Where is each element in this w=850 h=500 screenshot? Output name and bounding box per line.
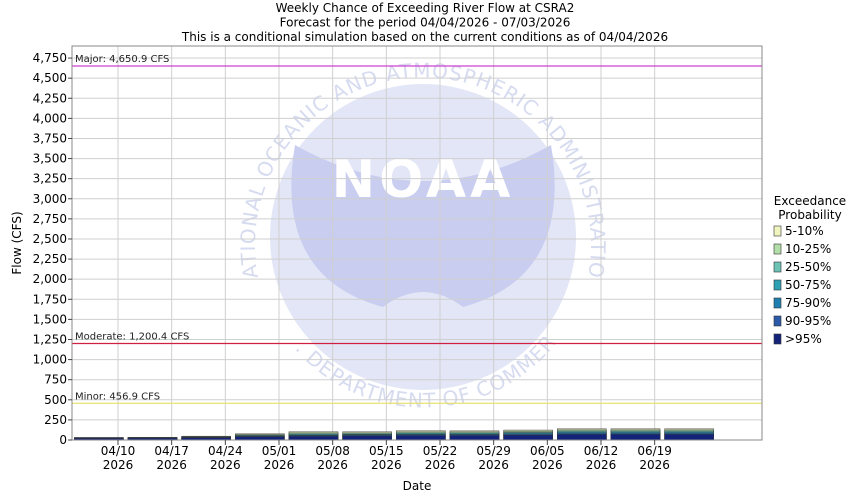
flood-stage-label: Major: 4,650.9 CFS: [75, 54, 169, 65]
x-tick-date: 05/01: [262, 444, 297, 458]
y-tick-label: 250: [44, 413, 67, 427]
x-tick-year: 2026: [264, 458, 295, 472]
y-tick-label: 750: [44, 373, 67, 387]
legend-label: 5-10%: [785, 224, 824, 238]
x-tick-year: 2026: [371, 458, 402, 472]
y-tick-label: 4,250: [33, 91, 67, 105]
y-tick-label: 4,500: [33, 71, 67, 85]
y-tick-label: 2,250: [33, 252, 67, 266]
bar-segment: [557, 434, 607, 441]
x-tick-date: 04/24: [208, 444, 243, 458]
x-tick-date: 04/17: [154, 444, 189, 458]
y-tick-label: 500: [44, 393, 67, 407]
x-axis-label: Date: [403, 479, 432, 493]
bar-segment: [449, 435, 500, 441]
y-tick-label: 1,250: [33, 332, 67, 346]
y-axis-label: Flow (CFS): [10, 211, 24, 274]
x-tick-year: 2026: [156, 458, 187, 472]
y-tick-label: 2,750: [33, 212, 67, 226]
bar-segment: [342, 435, 392, 441]
y-tick-label: 3,500: [33, 152, 67, 166]
x-tick-year: 2026: [317, 458, 348, 472]
x-tick-date: 04/10: [101, 444, 136, 458]
grid-lines: [72, 46, 762, 441]
legend-label: >95%: [785, 332, 822, 346]
bar-segment: [664, 434, 714, 441]
legend-label: 90-95%: [785, 314, 831, 328]
x-tick-date: 06/05: [530, 444, 565, 458]
legend-label: 75-90%: [785, 296, 831, 310]
legend-label: 50-75%: [785, 278, 831, 292]
watermark-logo-text: NOAA: [332, 150, 515, 210]
y-tick-label: 1,000: [33, 353, 67, 367]
watermark-bird: [291, 145, 555, 307]
chart-titles: Weekly Chance of Exceeding River Flow at…: [181, 1, 668, 44]
chart-title-line: Weekly Chance of Exceeding River Flow at…: [276, 1, 575, 15]
reference-lines: Major: 4,650.9 CFS Moderate: 1,200.4 CFS M…: [72, 54, 762, 404]
legend-swatch: [773, 261, 782, 273]
y-tick-label: 3,000: [33, 192, 67, 206]
legend-label: 25-50%: [785, 260, 831, 274]
x-tick-date: 05/29: [476, 444, 511, 458]
x-tick-date: 06/19: [637, 444, 672, 458]
x-tick-year: 2026: [478, 458, 509, 472]
x-tick-year: 2026: [210, 458, 241, 472]
legend-label: 10-25%: [785, 242, 831, 256]
y-tick-label: 1,500: [33, 312, 67, 326]
y-tick-label: 3,750: [33, 131, 67, 145]
bar-series: [74, 428, 714, 441]
chart-title-line: This is a conditional simulation based o…: [181, 30, 668, 44]
plot-area: NOAANATIONAL OCEANIC AND ATMOSPHERIC ADM…: [0, 0, 763, 441]
bar-segment: [503, 434, 553, 441]
x-tick-date: 05/15: [369, 444, 404, 458]
bar-segment: [396, 435, 446, 441]
y-tick-label: 3,250: [33, 172, 67, 186]
plot-frame: [71, 45, 763, 441]
legend-title: Exceedance: [774, 194, 846, 208]
y-tick-label: 0: [59, 433, 67, 447]
flood-stage-label: Minor: 456.9 CFS: [75, 391, 160, 402]
x-tick-date: 05/22: [423, 444, 458, 458]
legend-swatch: [773, 279, 782, 291]
x-tick-date: 06/12: [584, 444, 619, 458]
x-tick-date: 05/08: [315, 444, 350, 458]
chart-title-line: Forecast for the period 04/04/2026 - 07/…: [280, 16, 571, 30]
flood-stage-label: Moderate: 1,200.4 CFS: [75, 331, 189, 342]
legend-swatch: [773, 333, 782, 345]
bar-segment: [610, 434, 661, 441]
y-tick-label: 4,750: [33, 51, 67, 65]
x-tick-year: 2026: [532, 458, 563, 472]
legend-swatch: [773, 297, 782, 309]
y-tick-label: 4,000: [33, 111, 67, 125]
legend-swatch: [773, 315, 782, 327]
legend-swatch: [773, 225, 782, 237]
y-tick-label: 2,000: [33, 272, 67, 286]
y-tick-label: 1,750: [33, 292, 67, 306]
y-axis: 0 250 500 750 1,000 1,250 1,500 1,750 2,000 2,250…: [33, 51, 72, 447]
x-tick-year: 2026: [425, 458, 456, 472]
bar-segment: [288, 436, 339, 441]
legend-swatch: [773, 243, 782, 255]
legend-title: Probability: [778, 208, 841, 222]
x-axis: 04/10202604/17202604/24202605/01202605/0…: [101, 440, 672, 472]
x-tick-year: 2026: [586, 458, 617, 472]
y-tick-label: 2,500: [33, 232, 67, 246]
x-tick-year: 2026: [103, 458, 134, 472]
x-tick-year: 2026: [639, 458, 670, 472]
